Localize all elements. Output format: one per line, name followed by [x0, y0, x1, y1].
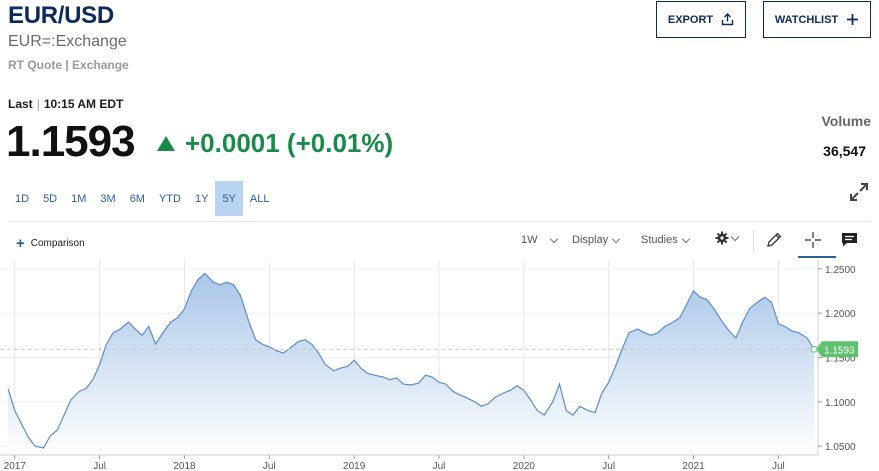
range-ytd[interactable]: YTD: [158, 192, 181, 205]
watchlist-button[interactable]: WATCHLIST: [763, 1, 871, 38]
range-1y[interactable]: 1Y: [194, 192, 209, 205]
toolbar-divider: [8, 221, 871, 222]
x-tick-label: Jul: [602, 461, 615, 471]
export-button[interactable]: EXPORT: [656, 1, 746, 38]
range-all[interactable]: ALL: [249, 192, 270, 205]
range-6m[interactable]: 6M: [129, 192, 145, 205]
active-tool-indicator: [798, 256, 836, 258]
up-arrow-icon: [157, 136, 175, 151]
symbol-title: EUR/USD: [8, 2, 114, 29]
chevron-down-icon: [549, 234, 558, 243]
x-tick-label: 2021: [682, 461, 705, 471]
chevron-down-icon: [611, 234, 621, 243]
comparison-label: Comparison: [30, 238, 85, 249]
display-label: Display: [572, 234, 609, 246]
x-tick-label: 2020: [513, 461, 536, 471]
pencil-icon[interactable]: [765, 231, 783, 249]
last-label: Last: [8, 97, 33, 111]
plus-icon: +: [16, 234, 25, 252]
interval-label: 1W: [521, 234, 538, 246]
export-label: EXPORT: [667, 13, 714, 26]
gear-icon: [715, 231, 729, 245]
upload-icon: [721, 13, 734, 26]
range-5y[interactable]: 5Y: [215, 181, 243, 216]
studies-label: Studies: [641, 234, 678, 246]
display-dropdown[interactable]: Display: [572, 234, 621, 246]
price-area: [8, 273, 814, 455]
range-selector: 1D 5D 1M 3M 6M YTD 1Y 5Y ALL: [8, 181, 276, 216]
current-price-tag: 1.1593: [810, 341, 858, 358]
last-time: 10:15 AM EDT: [43, 97, 124, 111]
chevron-down-icon: [681, 234, 690, 243]
studies-dropdown[interactable]: Studies: [641, 234, 690, 246]
x-tick-label: 2018: [173, 461, 196, 471]
range-5d[interactable]: 5D: [43, 192, 58, 205]
last-price: 1.1593: [6, 117, 136, 166]
x-tick-label: Jul: [263, 461, 276, 471]
toolbar-separator: [753, 230, 754, 252]
comparison-button[interactable]: + Comparison: [16, 234, 85, 252]
x-tick-label: Jul: [433, 461, 446, 471]
volume-label: Volume: [821, 113, 871, 129]
watchlist-label: WATCHLIST: [774, 13, 839, 26]
quote-type: RT Quote | Exchange: [8, 58, 129, 72]
y-tick-label: 1.0500: [825, 442, 856, 453]
price-line: [7, 272, 815, 449]
x-tick-label: Jul: [93, 461, 106, 471]
range-1d[interactable]: 1D: [15, 192, 30, 205]
volume-value: 36,547: [823, 143, 866, 159]
instrument-name: EUR=:Exchange: [8, 33, 127, 50]
y-tick-label: 1.1500: [825, 354, 856, 365]
expand-icon[interactable]: [848, 181, 870, 203]
x-tick-label: Jul: [772, 461, 785, 471]
last-time-row: Last | 10:15 AM EDT: [8, 97, 123, 111]
chevron-down-icon: [730, 232, 740, 241]
settings-dropdown[interactable]: [715, 231, 740, 245]
range-3m[interactable]: 3M: [100, 192, 116, 205]
range-1m[interactable]: 1M: [71, 192, 87, 205]
separator: |: [36, 97, 40, 111]
comment-icon[interactable]: [841, 231, 858, 248]
current-price-label: 1.1593: [824, 345, 855, 356]
x-tick-label: 2017: [4, 461, 27, 471]
x-tick-label: 2019: [343, 461, 366, 471]
price-chart[interactable]: 2017 Jul 2018 Jul 2019 Jul 2020 Jul 2021 Jul 1.25…: [0, 260, 879, 471]
y-tick-label: 1.2500: [825, 265, 856, 276]
plus-icon: [847, 14, 859, 25]
y-tick-label: 1.2000: [825, 309, 856, 320]
interval-dropdown[interactable]: 1W: [521, 234, 558, 246]
y-tick-label: 1.1000: [825, 398, 856, 409]
change-value: +0.0001 (+0.01%): [185, 128, 394, 158]
crosshair-icon[interactable]: [804, 231, 822, 249]
price-change: +0.0001 (+0.01%): [157, 128, 393, 159]
